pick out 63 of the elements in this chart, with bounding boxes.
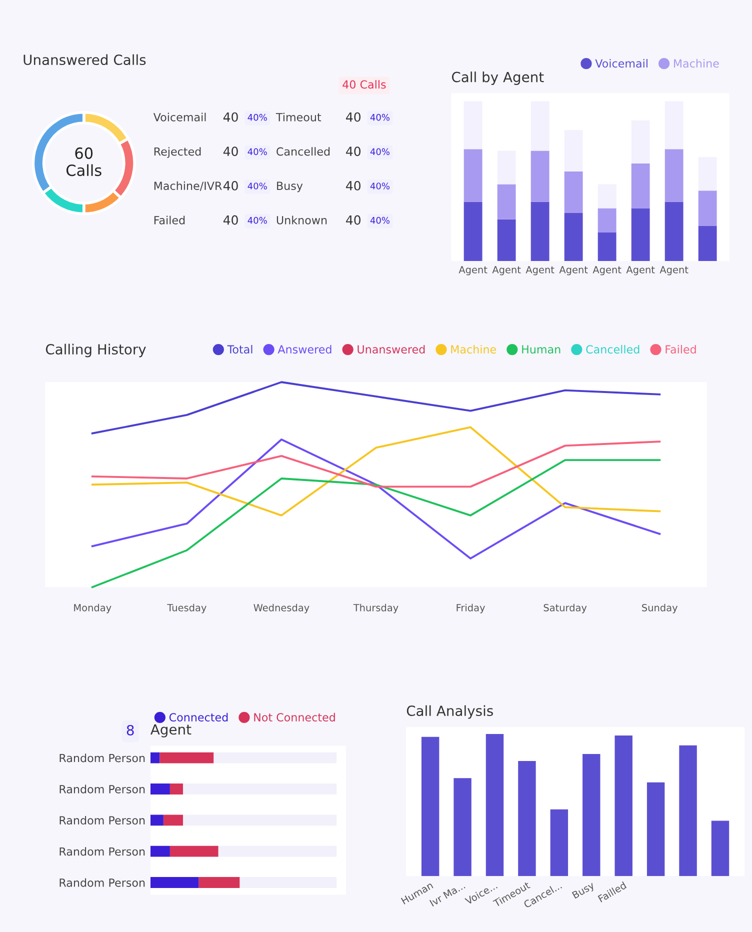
text: 8 [126, 724, 134, 736]
text: Failed [154, 216, 185, 224]
legend-label: Unanswered [358, 344, 425, 354]
text: 40 [223, 215, 238, 225]
text: 40 [346, 146, 361, 156]
chart-title: Unanswered Calls [24, 54, 146, 66]
legend-label: Cancelled [586, 344, 640, 354]
legend-label: Total [227, 344, 252, 354]
x-tick-label: Wednesday [254, 604, 310, 614]
x-tick-label: Thursday [353, 604, 398, 614]
y-tick-label: Random Person [60, 847, 145, 856]
chart-title: Call Analysis [406, 705, 493, 719]
x-tick-label: Agent [592, 266, 622, 276]
text: 40 [223, 146, 238, 156]
y-tick-label: Random Person [60, 816, 145, 825]
text: 40 [346, 112, 361, 122]
text: 40 [223, 112, 238, 122]
y-tick-label: Random Person [60, 878, 145, 887]
text: 40 Calls [342, 80, 386, 89]
legend-label: Connected [169, 712, 228, 722]
legend-label: Human [522, 345, 560, 354]
chart-title: Agent [150, 724, 192, 738]
legend-label: Answered [278, 344, 332, 354]
x-tick-label: Saturday [544, 604, 587, 614]
x-tick-label: Busy [572, 881, 596, 900]
legend-label: Failed [666, 344, 696, 354]
text: Machine/IVR [154, 181, 222, 191]
x-tick-label: Sunday [642, 604, 678, 614]
text: 40% [248, 148, 267, 156]
text: 40% [370, 182, 390, 190]
y-tick-label: Random Person [60, 754, 145, 762]
text: 40% [370, 114, 390, 121]
legend-label: Not Connected [254, 712, 335, 722]
text: 40 [346, 180, 361, 190]
text: 60 Calls [66, 147, 102, 176]
x-tick-label: Tuesday [167, 604, 206, 614]
text: 40 [346, 215, 361, 225]
text: Cancelled [276, 147, 330, 156]
text: 40 [223, 180, 238, 190]
chart-title: Call by Agent [452, 72, 544, 85]
text: Voicemail [153, 112, 206, 122]
x-tick-label: Agent [626, 266, 655, 276]
text: 40% [370, 148, 390, 156]
x-tick-label: Monday [74, 604, 112, 614]
legend-label: Machine [451, 344, 496, 354]
x-tick-label: Agent [458, 266, 488, 276]
chart-title: Calling History [46, 344, 146, 358]
text: Timeout [276, 112, 322, 122]
text: Unknown [276, 216, 327, 224]
x-tick-label: Agent [660, 266, 688, 276]
legend-label: Machine [674, 59, 719, 68]
text: 40% [248, 114, 267, 121]
x-tick-label: Friday [456, 604, 485, 614]
text: 40% [248, 216, 267, 224]
legend-label: Voicemail [595, 59, 648, 68]
y-tick-label: Random Person [60, 784, 145, 794]
text: 40% [248, 182, 267, 190]
text: Rejected [154, 147, 201, 158]
text: 40% [370, 216, 390, 224]
text: Busy [277, 182, 303, 192]
x-tick-label: Agent [492, 266, 521, 276]
x-tick-label: Agent [526, 266, 554, 276]
x-tick-label: Agent [559, 266, 588, 276]
